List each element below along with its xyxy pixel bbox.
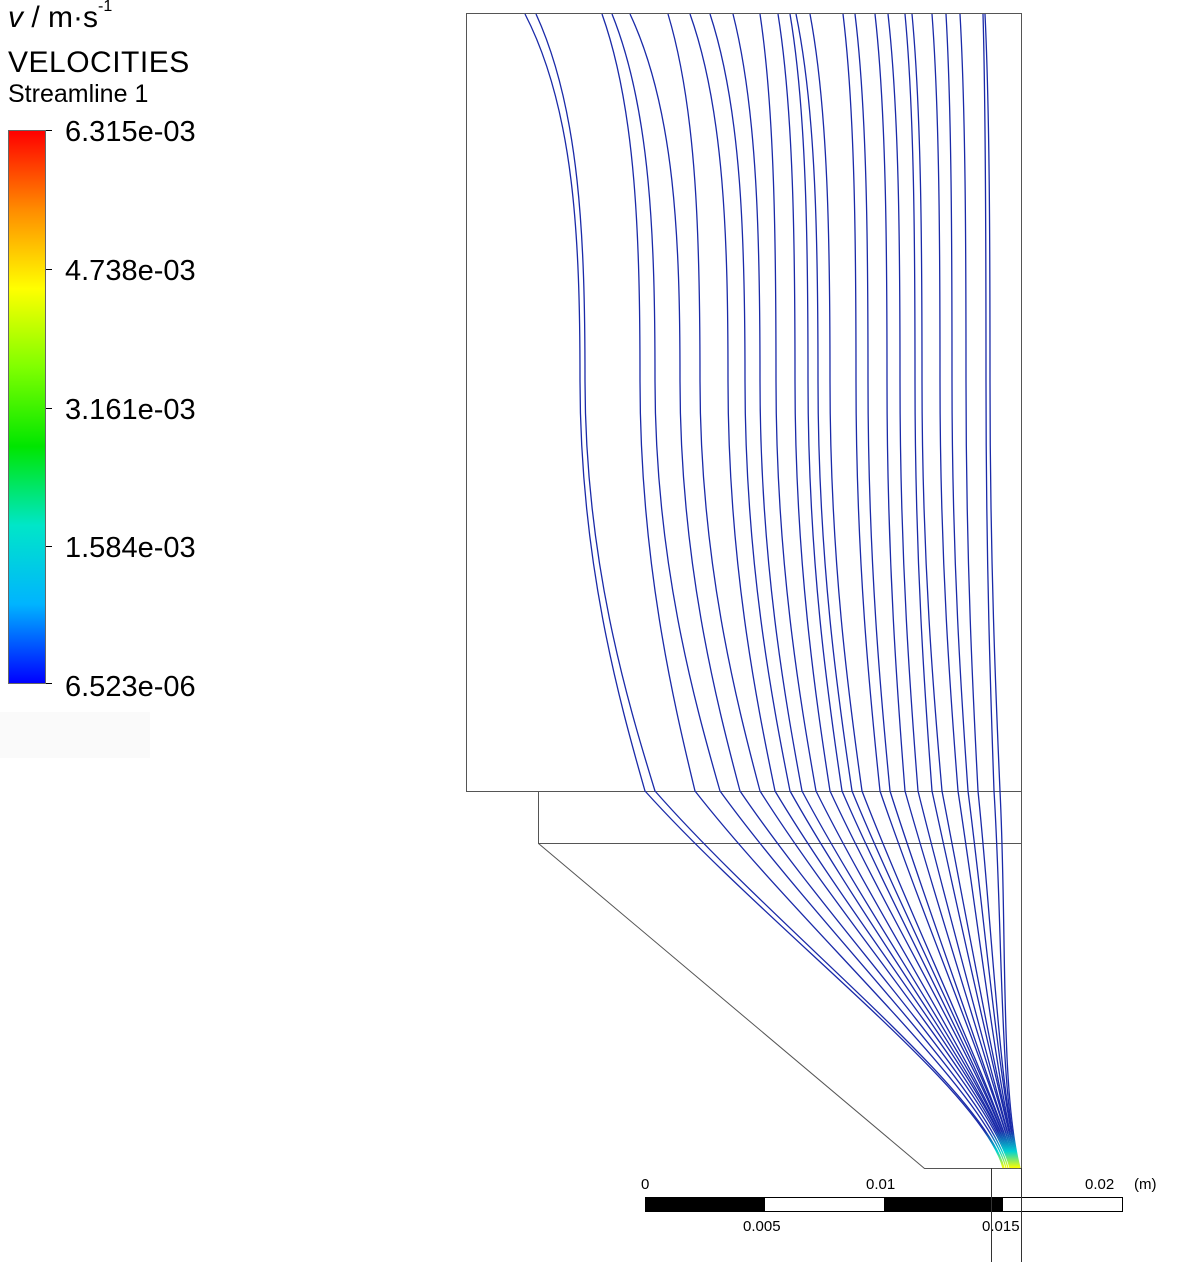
legend-label-3: 3.161e-03 [65, 394, 196, 426]
chamber-outline [466, 13, 1022, 792]
legend-variable: VELOCITIES [8, 46, 190, 79]
legend-tick [46, 269, 52, 270]
domain-outline [466, 13, 1022, 1169]
streamline-17 [874, 13, 1018, 1169]
color-legend: v / m·s-1 VELOCITIES Streamline 1 6.315e… [0, 0, 300, 760]
legend-tick [46, 683, 52, 684]
scale-label-0.01: 0.01 [866, 1176, 895, 1193]
streamline-14 [809, 13, 1016, 1169]
streamline-13 [795, 13, 1016, 1169]
legend-tick [46, 408, 52, 409]
legend-color-bar [8, 130, 46, 684]
legend-tick [46, 546, 52, 547]
scale-bar-segment [884, 1198, 1003, 1211]
scale-label-0.015: 0.015 [982, 1218, 1020, 1235]
streamline-8 [709, 13, 1013, 1169]
streamline-4 [611, 13, 1009, 1169]
streamline-23 [959, 13, 1020, 1169]
streamline-18 [887, 13, 1018, 1169]
streamline-21 [931, 13, 1019, 1169]
streamline-9 [732, 13, 1014, 1169]
streamline-1 [524, 13, 1004, 1169]
streamlines [524, 13, 1021, 1169]
streamline-7 [689, 13, 1013, 1169]
scale-unit: (m) [1134, 1176, 1157, 1193]
streamline-2 [535, 13, 1005, 1169]
streamline-22 [945, 13, 1020, 1169]
legend-label-2: 4.738e-03 [65, 255, 196, 287]
streamline-19 [904, 13, 1019, 1169]
streamline-10 [759, 13, 1014, 1169]
legend-label-4: 1.584e-03 [65, 532, 196, 564]
streamline-5 [629, 13, 1011, 1169]
cone-outline [538, 843, 1022, 1169]
streamline-6 [667, 13, 1012, 1169]
scale-label-0.005: 0.005 [743, 1218, 781, 1235]
streamline-16 [854, 13, 1017, 1169]
legend-label-max: 6.315e-03 [65, 116, 196, 148]
streamline-24 [982, 13, 1020, 1169]
streamline-11 [777, 13, 1015, 1169]
streamline-3 [601, 13, 1007, 1169]
legend-unit: v / m·s-1 [8, 0, 113, 34]
scale-bar: 0 0.01 0.02 (m) 0.005 0.015 [641, 1168, 1157, 1262]
scale-bar-segment [646, 1198, 765, 1211]
legend-tick [46, 130, 52, 131]
legend-shadow [0, 712, 150, 758]
legend-streamline-name: Streamline 1 [8, 80, 149, 108]
streamline-25 [984, 13, 1021, 1169]
legend-label-min: 6.523e-06 [65, 671, 196, 703]
streamline-20 [911, 13, 1019, 1169]
streamline-12 [789, 13, 1015, 1169]
scale-label-0: 0 [641, 1176, 649, 1193]
scale-label-0.02: 0.02 [1085, 1176, 1114, 1193]
streamline-15 [842, 13, 1017, 1169]
